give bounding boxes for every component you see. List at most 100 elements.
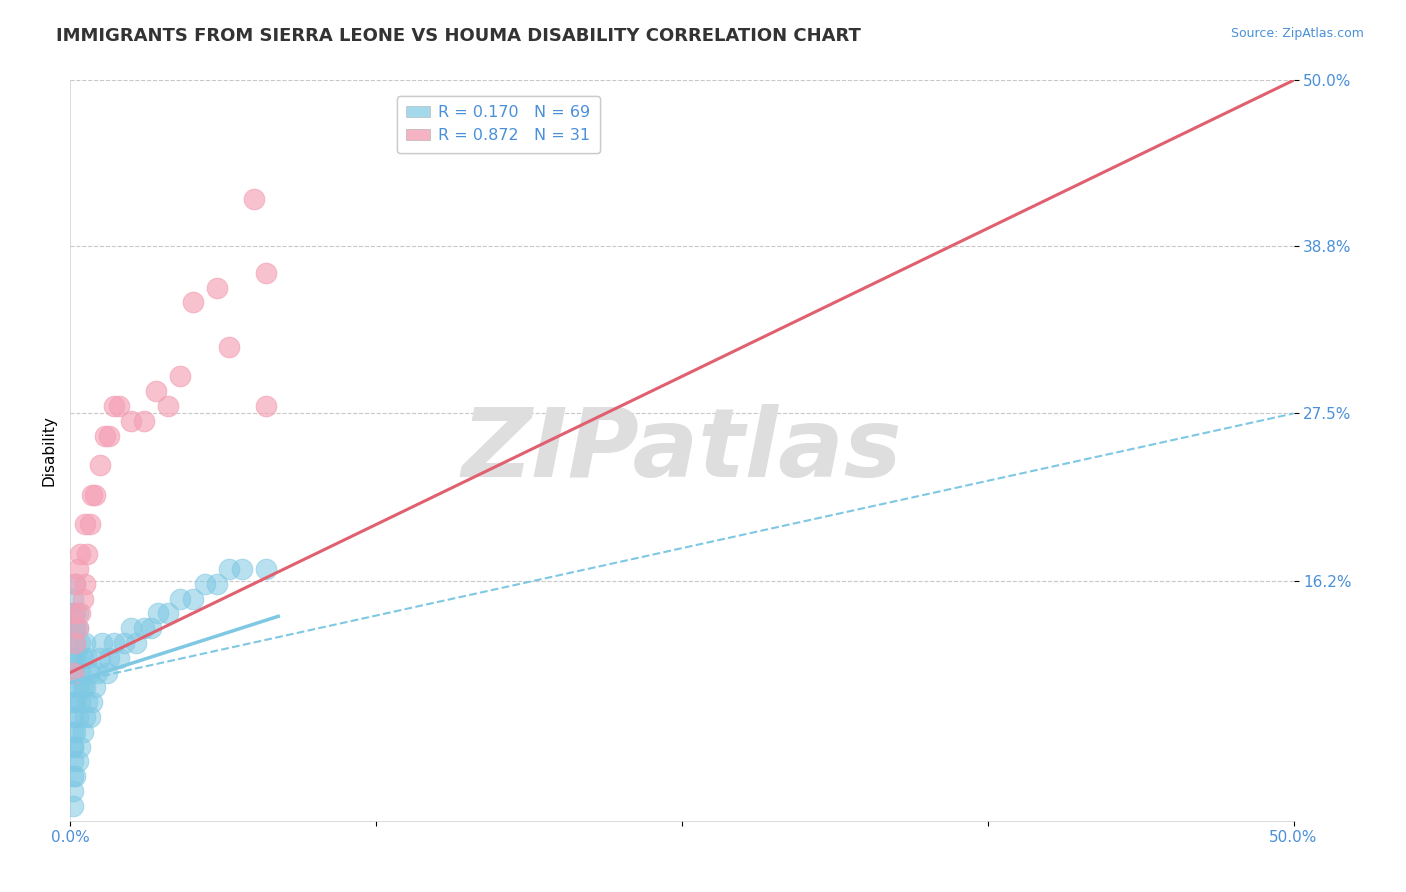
Text: ZIPatlas: ZIPatlas [461, 404, 903, 497]
Point [79, 710, 101, 724]
Point [63, 576, 86, 591]
Point [254, 266, 277, 280]
Point [62, 769, 84, 783]
Point [63, 769, 86, 783]
Point [62, 621, 84, 635]
Point [98, 428, 121, 442]
Point [63, 724, 86, 739]
Point [66, 681, 89, 695]
Point [181, 295, 204, 310]
Point [218, 562, 240, 576]
Point [93, 428, 115, 442]
Point [66, 562, 89, 576]
Point [205, 576, 228, 591]
Point [69, 665, 91, 680]
Point [63, 636, 86, 650]
Point [86, 665, 108, 680]
Point [66, 621, 89, 635]
Point [73, 517, 96, 532]
Point [79, 517, 101, 532]
Point [218, 340, 240, 354]
Point [121, 414, 143, 428]
Point [69, 636, 91, 650]
Text: Source: ZipAtlas.com: Source: ZipAtlas.com [1230, 27, 1364, 40]
Point [66, 710, 89, 724]
Point [98, 650, 121, 665]
Point [62, 636, 84, 650]
Point [231, 562, 253, 576]
Point [62, 681, 84, 695]
Point [89, 650, 111, 665]
Point [62, 650, 84, 665]
Point [125, 636, 148, 650]
Point [121, 621, 143, 635]
Point [243, 192, 266, 206]
Point [66, 650, 89, 665]
Point [69, 607, 91, 621]
Point [69, 547, 91, 561]
Point [66, 755, 89, 769]
Point [103, 636, 125, 650]
Point [62, 607, 84, 621]
Point [62, 607, 84, 621]
Point [69, 695, 91, 709]
Point [66, 621, 89, 635]
Point [63, 695, 86, 709]
Point [157, 607, 180, 621]
Point [62, 665, 84, 680]
Point [72, 681, 94, 695]
Point [63, 665, 86, 680]
Point [89, 458, 111, 473]
Point [108, 399, 131, 413]
Point [83, 681, 105, 695]
Point [76, 650, 98, 665]
Point [62, 695, 84, 709]
Point [103, 399, 125, 413]
Point [62, 739, 84, 754]
Point [132, 621, 155, 635]
Point [62, 710, 84, 724]
Point [63, 650, 86, 665]
Point [63, 621, 86, 635]
Point [83, 488, 105, 502]
Point [72, 591, 94, 606]
Point [76, 547, 98, 561]
Point [62, 739, 84, 754]
Point [254, 399, 277, 413]
Point [148, 607, 170, 621]
Point [82, 695, 104, 709]
Point [139, 621, 162, 635]
Point [62, 591, 84, 606]
Point [169, 369, 191, 384]
Point [169, 591, 191, 606]
Y-axis label: Disability: Disability [41, 415, 56, 486]
Point [205, 280, 228, 294]
Point [181, 591, 204, 606]
Point [63, 636, 86, 650]
Point [66, 607, 89, 621]
Legend: R = 0.170   N = 69, R = 0.872   N = 31: R = 0.170 N = 69, R = 0.872 N = 31 [396, 95, 600, 153]
Text: IMMIGRANTS FROM SIERRA LEONE VS HOUMA DISABILITY CORRELATION CHART: IMMIGRANTS FROM SIERRA LEONE VS HOUMA DI… [56, 27, 860, 45]
Point [73, 576, 96, 591]
Point [62, 724, 84, 739]
Point [157, 399, 180, 413]
Point [73, 636, 96, 650]
Point [108, 650, 131, 665]
Point [194, 576, 217, 591]
Point [76, 695, 98, 709]
Point [62, 665, 84, 680]
Point [145, 384, 167, 399]
Point [63, 621, 86, 635]
Point [254, 562, 277, 576]
Point [72, 650, 94, 665]
Point [63, 607, 86, 621]
Point [62, 784, 84, 798]
Point [72, 724, 94, 739]
Point [132, 414, 155, 428]
Point [82, 488, 104, 502]
Point [73, 710, 96, 724]
Point [62, 755, 84, 769]
Point [91, 636, 114, 650]
Point [69, 739, 91, 754]
Point [79, 665, 101, 680]
